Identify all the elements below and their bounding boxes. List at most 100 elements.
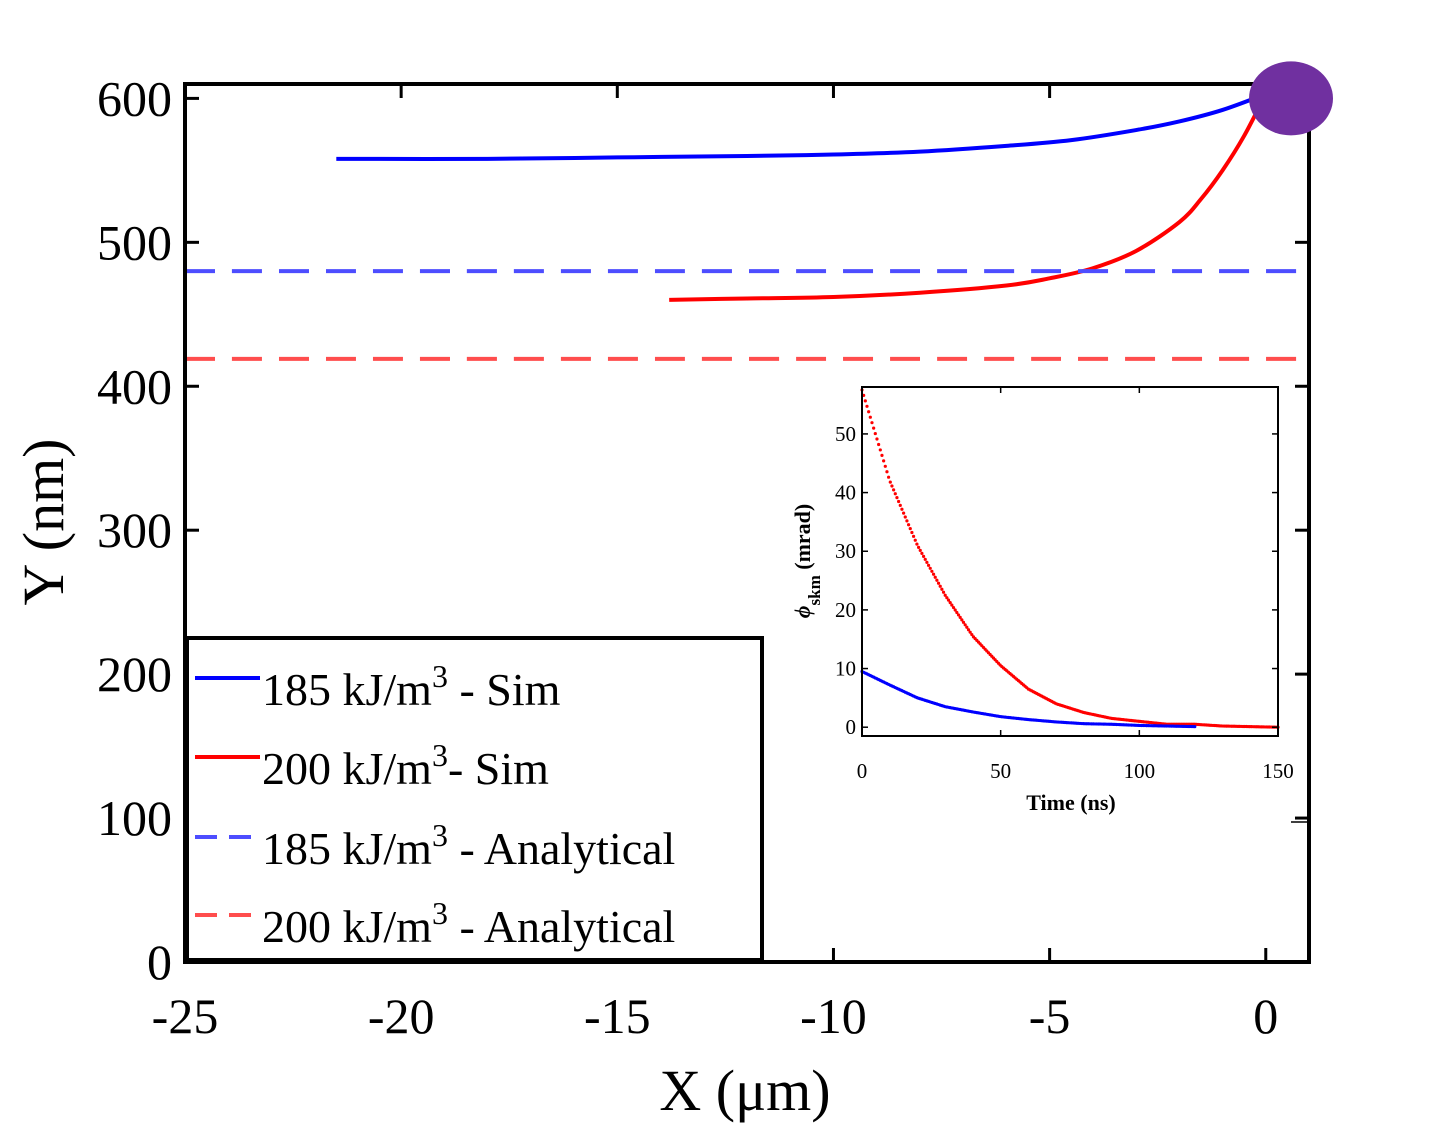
inset-y-tick-label: 10 bbox=[835, 657, 856, 681]
inset-point bbox=[936, 581, 941, 585]
inset-point bbox=[913, 538, 917, 542]
inset-point bbox=[868, 415, 872, 419]
inset-point bbox=[916, 545, 921, 549]
legend-label: 200 kJ/m3 - Analytical bbox=[262, 895, 675, 952]
legend-label-suffix: - Sim bbox=[448, 743, 549, 794]
skyrmion-marker bbox=[1249, 61, 1333, 136]
inset-y-label-units: (mrad) bbox=[790, 504, 815, 575]
legend-label-suffix: - Analytical bbox=[448, 901, 675, 952]
inset-point bbox=[925, 560, 929, 564]
legend-label-sup: 3 bbox=[432, 895, 448, 931]
inset-point bbox=[883, 464, 887, 468]
inset-point bbox=[870, 421, 874, 425]
inset-point bbox=[892, 488, 896, 492]
inset-point bbox=[863, 399, 867, 403]
inset-point bbox=[956, 613, 961, 617]
y-tick-label: 200 bbox=[97, 646, 172, 702]
inset-point bbox=[898, 503, 902, 507]
y-tick-label: 400 bbox=[97, 358, 172, 414]
inset-point bbox=[965, 625, 969, 629]
inset-point bbox=[948, 601, 952, 605]
inset-point bbox=[893, 492, 897, 496]
inset-y-label-symbol: ϕ bbox=[790, 605, 815, 618]
legend-label-sup: 3 bbox=[432, 817, 448, 853]
legend-label: 200 kJ/m3- Sim bbox=[262, 737, 549, 794]
inset-background bbox=[862, 387, 1278, 736]
inset-point bbox=[878, 448, 882, 452]
inset-point bbox=[872, 426, 876, 430]
inset-point bbox=[875, 437, 879, 441]
inset-y-tick-label: 0 bbox=[846, 715, 857, 739]
inset-y-axis-label: ϕskm (mrad) bbox=[790, 504, 824, 618]
legend-label-text: 200 kJ/m bbox=[262, 743, 432, 794]
inset-point bbox=[911, 534, 916, 538]
x-tick-label: 0 bbox=[1253, 988, 1278, 1044]
legend-label-text: 200 kJ/m bbox=[262, 901, 432, 952]
inset-point bbox=[953, 608, 957, 612]
inset-x-tick-label: 0 bbox=[857, 759, 868, 783]
inset-y-tick-label: 20 bbox=[835, 598, 856, 622]
inset-point bbox=[890, 484, 894, 488]
inset-point bbox=[935, 578, 939, 582]
y-axis-label: Y (nm) bbox=[11, 439, 76, 606]
y-tick-label: 600 bbox=[97, 70, 172, 126]
inset-x-tick-label: 100 bbox=[1124, 759, 1156, 783]
inset-point bbox=[880, 453, 884, 457]
x-axis-label: X (μm) bbox=[659, 1058, 830, 1123]
inset-x-tick-label: 50 bbox=[990, 759, 1011, 783]
legend-label-text: 185 kJ/m bbox=[262, 664, 432, 715]
inset-point bbox=[970, 633, 974, 637]
inset-y-tick-label: 40 bbox=[835, 481, 856, 505]
inset-point bbox=[895, 496, 899, 500]
inset-point bbox=[926, 563, 931, 567]
inset-series-1 bbox=[860, 669, 1197, 729]
inset-point bbox=[938, 584, 942, 588]
main-plot-series bbox=[184, 92, 1309, 361]
inset-point bbox=[865, 404, 869, 408]
inset-point bbox=[908, 526, 912, 531]
inset-point bbox=[941, 590, 946, 594]
inset-point bbox=[882, 459, 886, 463]
inset-point bbox=[885, 470, 889, 474]
inset-point bbox=[933, 575, 937, 579]
inset-point bbox=[905, 519, 909, 523]
inset-tick-labels: 0 50 100 150 0 10 20 30 40 50 bbox=[835, 422, 1294, 783]
inset-point bbox=[921, 554, 926, 558]
x-tick-label: -15 bbox=[584, 988, 651, 1044]
legend-label-text: 185 kJ/m bbox=[262, 823, 432, 874]
inset-point bbox=[915, 542, 919, 546]
inset-point bbox=[950, 603, 954, 607]
inset-x-axis-label: Time (ns) bbox=[1026, 790, 1115, 815]
inset-y-tick-label: 50 bbox=[835, 422, 856, 446]
inset-point bbox=[955, 610, 959, 615]
inset-point bbox=[920, 551, 924, 555]
x-tick-label: -25 bbox=[152, 988, 219, 1044]
inset-point bbox=[945, 596, 949, 600]
inset-plot: 0 50 100 150 0 10 20 30 40 50 Time (ns) ϕskm (mra… bbox=[790, 386, 1308, 823]
inset-point bbox=[930, 569, 934, 573]
inset-plot-series bbox=[860, 388, 1280, 729]
y-tick-label: 0 bbox=[147, 934, 172, 990]
legend-label-sup: 3 bbox=[432, 658, 448, 694]
legend-box bbox=[185, 636, 764, 962]
inset-point bbox=[923, 557, 927, 561]
legend-label: 185 kJ/m3 - Sim bbox=[262, 658, 561, 715]
inset-point bbox=[960, 618, 964, 622]
inset-point bbox=[931, 572, 936, 576]
inset-point bbox=[958, 615, 962, 619]
inset-point bbox=[897, 499, 901, 504]
inset-point bbox=[867, 410, 871, 414]
inset-point bbox=[918, 548, 922, 552]
legend-label: 185 kJ/m3 - Analytical bbox=[262, 817, 675, 874]
x-tick-label: -20 bbox=[368, 988, 435, 1044]
x-tick-label: -5 bbox=[1029, 988, 1071, 1044]
inset-point bbox=[877, 442, 881, 447]
inset-y-tick-label: 30 bbox=[835, 539, 856, 563]
inset-point bbox=[1193, 725, 1197, 729]
x-tick-label: -10 bbox=[800, 988, 867, 1044]
inset-point bbox=[961, 620, 966, 624]
inset-point bbox=[966, 628, 971, 632]
